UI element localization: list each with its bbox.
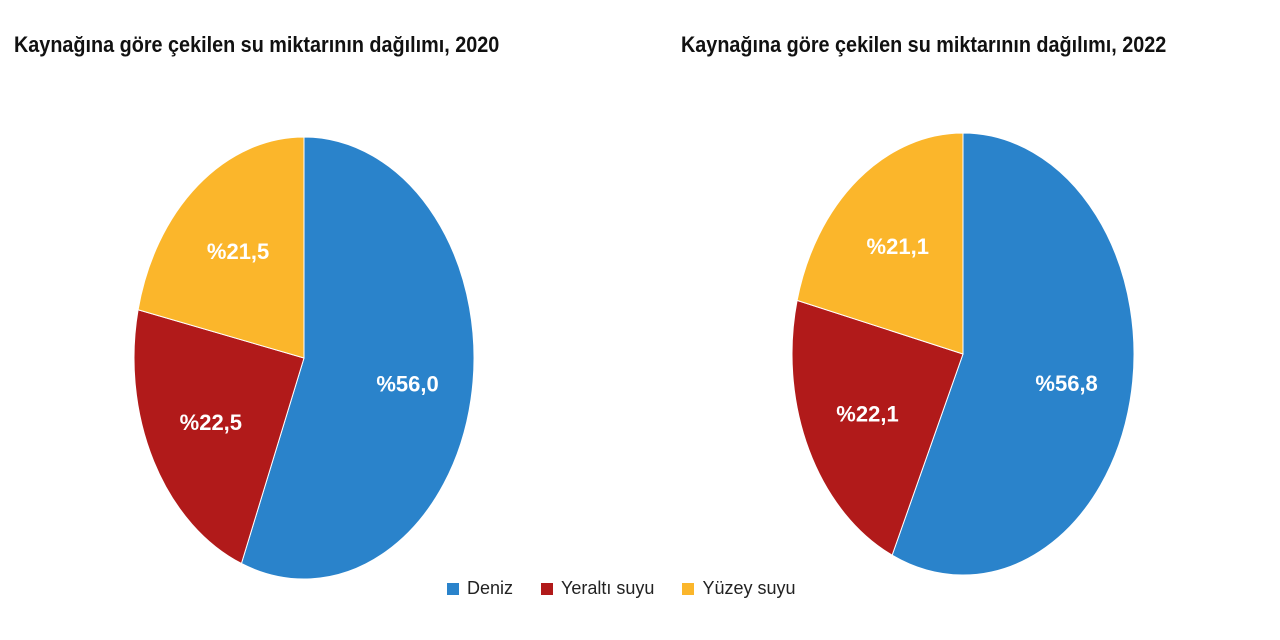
legend-item-yuzey: Yüzey suyu <box>682 578 796 599</box>
data-label-yuzey: %21,5 <box>207 239 269 264</box>
legend-item-yeralti: Yeraltı suyu <box>541 578 654 599</box>
pie-slice-yeralti <box>133 309 305 565</box>
data-label-yuzey: %21,1 <box>867 234 929 259</box>
pie-slice-yeralti <box>791 299 964 556</box>
pie-chart-2020: %56,0 %22,5 %21,5 <box>133 136 475 580</box>
legend-label-yeralti: Yeraltı suyu <box>561 578 655 598</box>
legend-swatch-deniz <box>447 582 459 595</box>
legend-label-yuzey: Yüzey suyu <box>702 578 796 598</box>
legend: Deniz Yeraltı suyu Yüzey suyu <box>447 578 796 599</box>
pie-slice-deniz <box>240 136 475 580</box>
data-label-deniz: %56,8 <box>1035 371 1097 396</box>
pie-slice-yuzey <box>137 136 305 359</box>
legend-swatch-yuzey <box>682 582 695 595</box>
chart-title-2020: Kaynağına göre çekilen su miktarının dağ… <box>14 32 500 57</box>
pie-slice-yuzey <box>796 132 964 355</box>
chart-title-2022: Kaynağına göre çekilen su miktarının dağ… <box>681 32 1167 57</box>
data-label-yeralti: %22,1 <box>836 402 898 427</box>
data-label-deniz: %56,0 <box>376 372 438 397</box>
legend-item-deniz: Deniz <box>447 578 513 599</box>
pie-slice-deniz <box>891 132 1135 576</box>
legend-swatch-yeralti <box>541 582 554 595</box>
legend-label-deniz: Deniz <box>467 578 514 598</box>
data-label-yeralti: %22,5 <box>180 410 242 435</box>
pie-chart-2022: %56,8 %22,1 %21,1 <box>791 132 1135 576</box>
